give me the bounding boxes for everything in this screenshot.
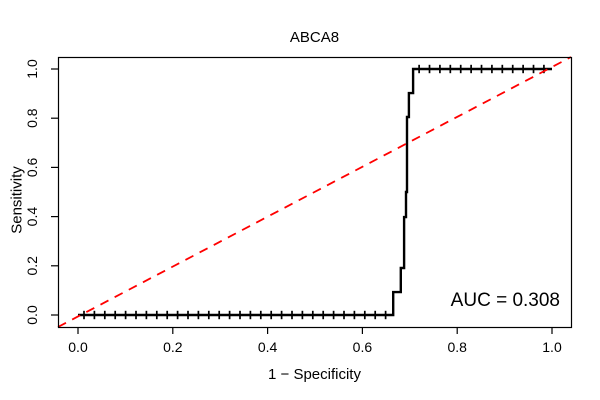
y-tick-label: 1.0 — [24, 59, 40, 79]
x-tick-label: 0.0 — [68, 339, 88, 355]
y-tick-label: 0.2 — [24, 256, 40, 276]
y-tick-label: 0.4 — [24, 207, 40, 227]
y-tick-label: 0.0 — [24, 305, 40, 325]
x-tick-label: 1.0 — [542, 339, 562, 355]
y-tick-label: 0.6 — [24, 157, 40, 177]
x-tick-label: 0.2 — [163, 339, 183, 355]
plot-box — [57, 56, 573, 329]
y-tick-label: 0.8 — [24, 108, 40, 128]
x-tick-label: 0.8 — [447, 339, 467, 355]
x-tick-label: 0.4 — [258, 339, 278, 355]
x-axis-label: 1 − Specificity — [268, 366, 361, 383]
auc-annotation: AUC = 0.308 — [450, 290, 560, 311]
y-axis-label: Sensitivity — [8, 166, 26, 234]
chance-diagonal — [57, 56, 572, 328]
roc-curve — [78, 67, 552, 317]
plot-title: ABCA8 — [289, 29, 340, 46]
x-tick-label: 0.6 — [353, 339, 373, 355]
